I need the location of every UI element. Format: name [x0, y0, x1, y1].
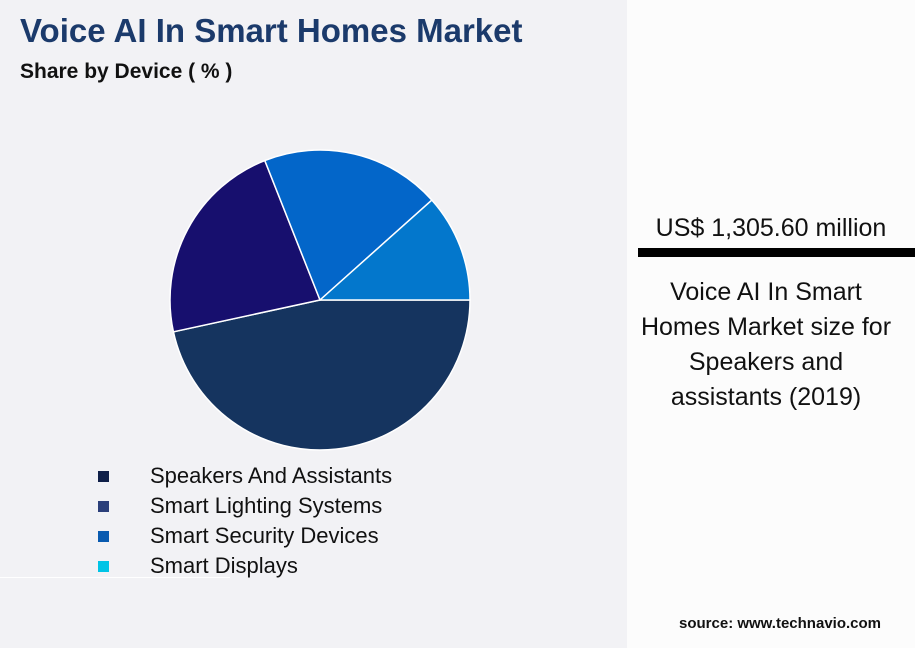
legend-label: Smart Security Devices	[150, 523, 379, 548]
legend-label: Speakers And Assistants	[150, 463, 393, 488]
legend-item: Smart Displays	[98, 551, 392, 581]
divider	[0, 577, 230, 578]
legend-swatch	[98, 530, 109, 542]
source-note: source: www.technavio.com	[679, 615, 881, 632]
legend-label: Smart Lighting Systems	[150, 493, 383, 518]
legend: Speakers And Assistants Smart Lighting Sy…	[98, 461, 392, 581]
market-description: Voice AI In Smart Homes Market size for …	[640, 278, 892, 411]
pie-slice-smart-lighting-systems	[169, 159, 322, 333]
pie-slice-speakers-and-assistants	[172, 299, 471, 451]
pie-slice-smart-security-devices	[263, 149, 433, 302]
legend-swatch	[98, 560, 109, 572]
legend-swatch	[98, 500, 109, 512]
legend-swatch	[98, 470, 109, 482]
chart-title: Voice AI In Smart Homes Market	[20, 12, 523, 49]
pie-chart	[169, 149, 471, 451]
value-underline	[638, 248, 915, 257]
legend-item: Smart Security Devices	[98, 521, 392, 551]
highlight-panel: US$ 1,305.60 million Voice AI In Smart H…	[627, 0, 915, 648]
pie-slice-smart-displays	[318, 199, 471, 301]
legend-item: Smart Lighting Systems	[98, 491, 392, 521]
legend-label: Smart Displays	[150, 553, 298, 578]
chart-subtitle: Share by Device ( % )	[20, 60, 233, 83]
legend-item: Speakers And Assistants	[98, 461, 392, 491]
market-value: US$ 1,305.60 million	[655, 214, 887, 242]
